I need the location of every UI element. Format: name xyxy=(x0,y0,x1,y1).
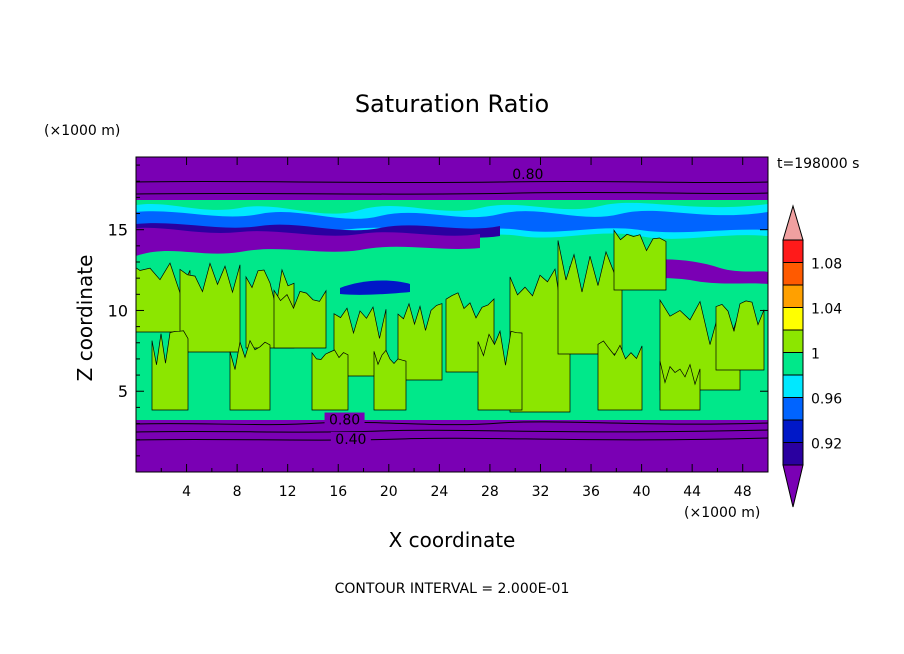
green-patch xyxy=(597,340,643,411)
colorbar-bin xyxy=(782,442,804,466)
mid-intrusion xyxy=(340,280,410,295)
colorbar-label: 0.96 xyxy=(811,392,842,408)
chart-title: Saturation Ratio xyxy=(355,90,549,118)
colorbar: 1.08 1.04 1 0.96 0.92 xyxy=(782,204,842,508)
y-axis-label: Z coordinate xyxy=(73,255,97,382)
x-tick-label: 16 xyxy=(329,484,347,500)
x-axis: 4 8 12 16 20 24 28 32 36 40 44 48 xyxy=(160,157,752,500)
green-patch xyxy=(715,300,765,371)
colorbar-label: 1.04 xyxy=(811,302,842,318)
contour-labels: 0.80 0.80 0.40 xyxy=(324,167,548,448)
green-patch xyxy=(273,289,327,349)
green-patch xyxy=(659,361,701,411)
green-patch xyxy=(179,262,241,353)
x-tick-label: 44 xyxy=(683,484,701,500)
contour-label: 0.80 xyxy=(512,167,543,183)
y-tick-label: 5 xyxy=(118,382,128,401)
footer-note: CONTOUR INTERVAL = 2.000E-01 xyxy=(335,581,570,597)
contour-label: 0.80 xyxy=(329,413,360,429)
contour-label-bg xyxy=(330,431,371,446)
lower-dry-layer xyxy=(136,420,768,472)
colorbar-bin xyxy=(782,397,804,421)
y-unit-label: (×1000 m) xyxy=(44,123,120,139)
contour-0.80-upper xyxy=(136,191,768,195)
x-unit-label: (×1000 m) xyxy=(684,505,760,521)
x-tick-label: 36 xyxy=(582,484,600,500)
x-tick-label: 20 xyxy=(380,484,398,500)
contour-label-bg xyxy=(507,167,548,181)
time-label: t=198000 s xyxy=(777,156,859,172)
x-tick-label: 4 xyxy=(182,484,191,500)
green-patch xyxy=(397,302,443,381)
x-tick-label: 28 xyxy=(481,484,499,500)
colorbar-label: 1 xyxy=(811,347,820,363)
x-axis-label: X coordinate xyxy=(389,528,516,552)
x-tick-label: 40 xyxy=(633,484,651,500)
x-tick-label: 48 xyxy=(734,484,752,500)
colorbar-bin xyxy=(782,284,804,308)
green-patch xyxy=(151,330,189,411)
contour-0.40-lower xyxy=(136,437,768,441)
colorbar-bin xyxy=(782,239,804,263)
colorbar-bin xyxy=(782,352,804,376)
colorbar-bin xyxy=(782,262,804,286)
y-tick-label: 10 xyxy=(108,301,128,320)
supersaturated-patches xyxy=(136,229,765,413)
colorbar-bin xyxy=(782,307,804,331)
y-tick-label: 15 xyxy=(108,221,128,240)
colorbar-bin xyxy=(782,374,804,398)
colorbar-top-arrow xyxy=(782,204,804,241)
x-tick-label: 24 xyxy=(430,484,448,500)
contour-label-bg xyxy=(324,412,365,427)
contour-0.60-lower xyxy=(136,429,768,433)
x-tick-label: 12 xyxy=(279,484,297,500)
plot-area xyxy=(136,157,768,472)
green-patch xyxy=(613,229,667,291)
green-patch xyxy=(477,329,523,411)
green-patch xyxy=(311,349,349,411)
colorbar-bottom-arrow xyxy=(782,464,804,508)
upper-band-purple xyxy=(136,227,480,256)
colorbar-label: 0.92 xyxy=(811,437,842,453)
green-patch xyxy=(373,349,407,411)
x-tick-label: 32 xyxy=(532,484,550,500)
x-tick-label: 8 xyxy=(233,484,242,500)
y-axis: 5 10 15 xyxy=(108,164,768,457)
colorbar-label: 1.08 xyxy=(811,257,842,273)
colorbar-bin xyxy=(782,419,804,443)
colorbar-bin xyxy=(782,329,804,353)
contour-upper xyxy=(136,180,768,184)
contour-0.80-lower xyxy=(136,421,768,426)
green-patch xyxy=(229,339,271,411)
plot-frame xyxy=(135,156,769,473)
contour-label: 0.40 xyxy=(335,432,366,448)
